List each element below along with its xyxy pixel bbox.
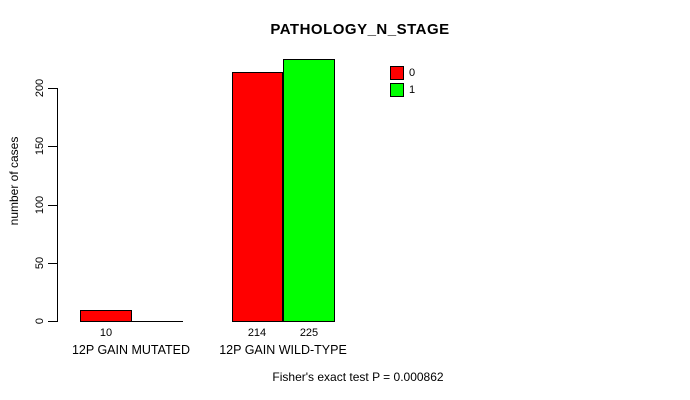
bar-value-label: 10 [99, 327, 113, 339]
legend-label: 0 [409, 66, 416, 79]
bar-wildtype-series1 [283, 59, 335, 322]
bar-value-label: 225 [299, 327, 319, 339]
bar-mutated-series1 [132, 321, 183, 322]
legend-swatch-red [390, 65, 404, 80]
bar-wildtype-series0 [232, 72, 283, 322]
legend-swatch-green [390, 82, 404, 97]
y-axis-tick [48, 205, 57, 206]
bar-value-label: 214 [247, 327, 267, 339]
y-axis-tick [48, 263, 57, 264]
chart-title: PATHOLOGY_N_STAGE [270, 21, 450, 38]
legend-item-0: 0 [390, 64, 415, 81]
y-axis-tick [48, 146, 57, 147]
y-axis-tick-label: 100 [34, 195, 46, 215]
category-label-mutated: 12P GAIN MUTATED [71, 343, 191, 357]
category-label-wildtype: 12P GAIN WILD-TYPE [219, 343, 347, 357]
y-axis-tick [48, 321, 57, 322]
y-axis-tick-label: 150 [34, 136, 46, 156]
y-axis-label: number of cases [7, 136, 21, 226]
legend: 0 1 [390, 64, 415, 98]
y-axis-tick-label: 0 [34, 317, 46, 325]
y-axis-tick [48, 88, 57, 89]
y-axis-tick-label: 50 [34, 256, 46, 270]
fisher-test-caption: Fisher's exact test P = 0.000862 [272, 370, 444, 384]
bar-mutated-series0 [80, 310, 132, 322]
legend-item-1: 1 [390, 81, 415, 98]
y-axis-line [57, 88, 58, 322]
legend-label: 1 [409, 83, 416, 96]
y-axis-tick-label: 200 [34, 78, 46, 98]
